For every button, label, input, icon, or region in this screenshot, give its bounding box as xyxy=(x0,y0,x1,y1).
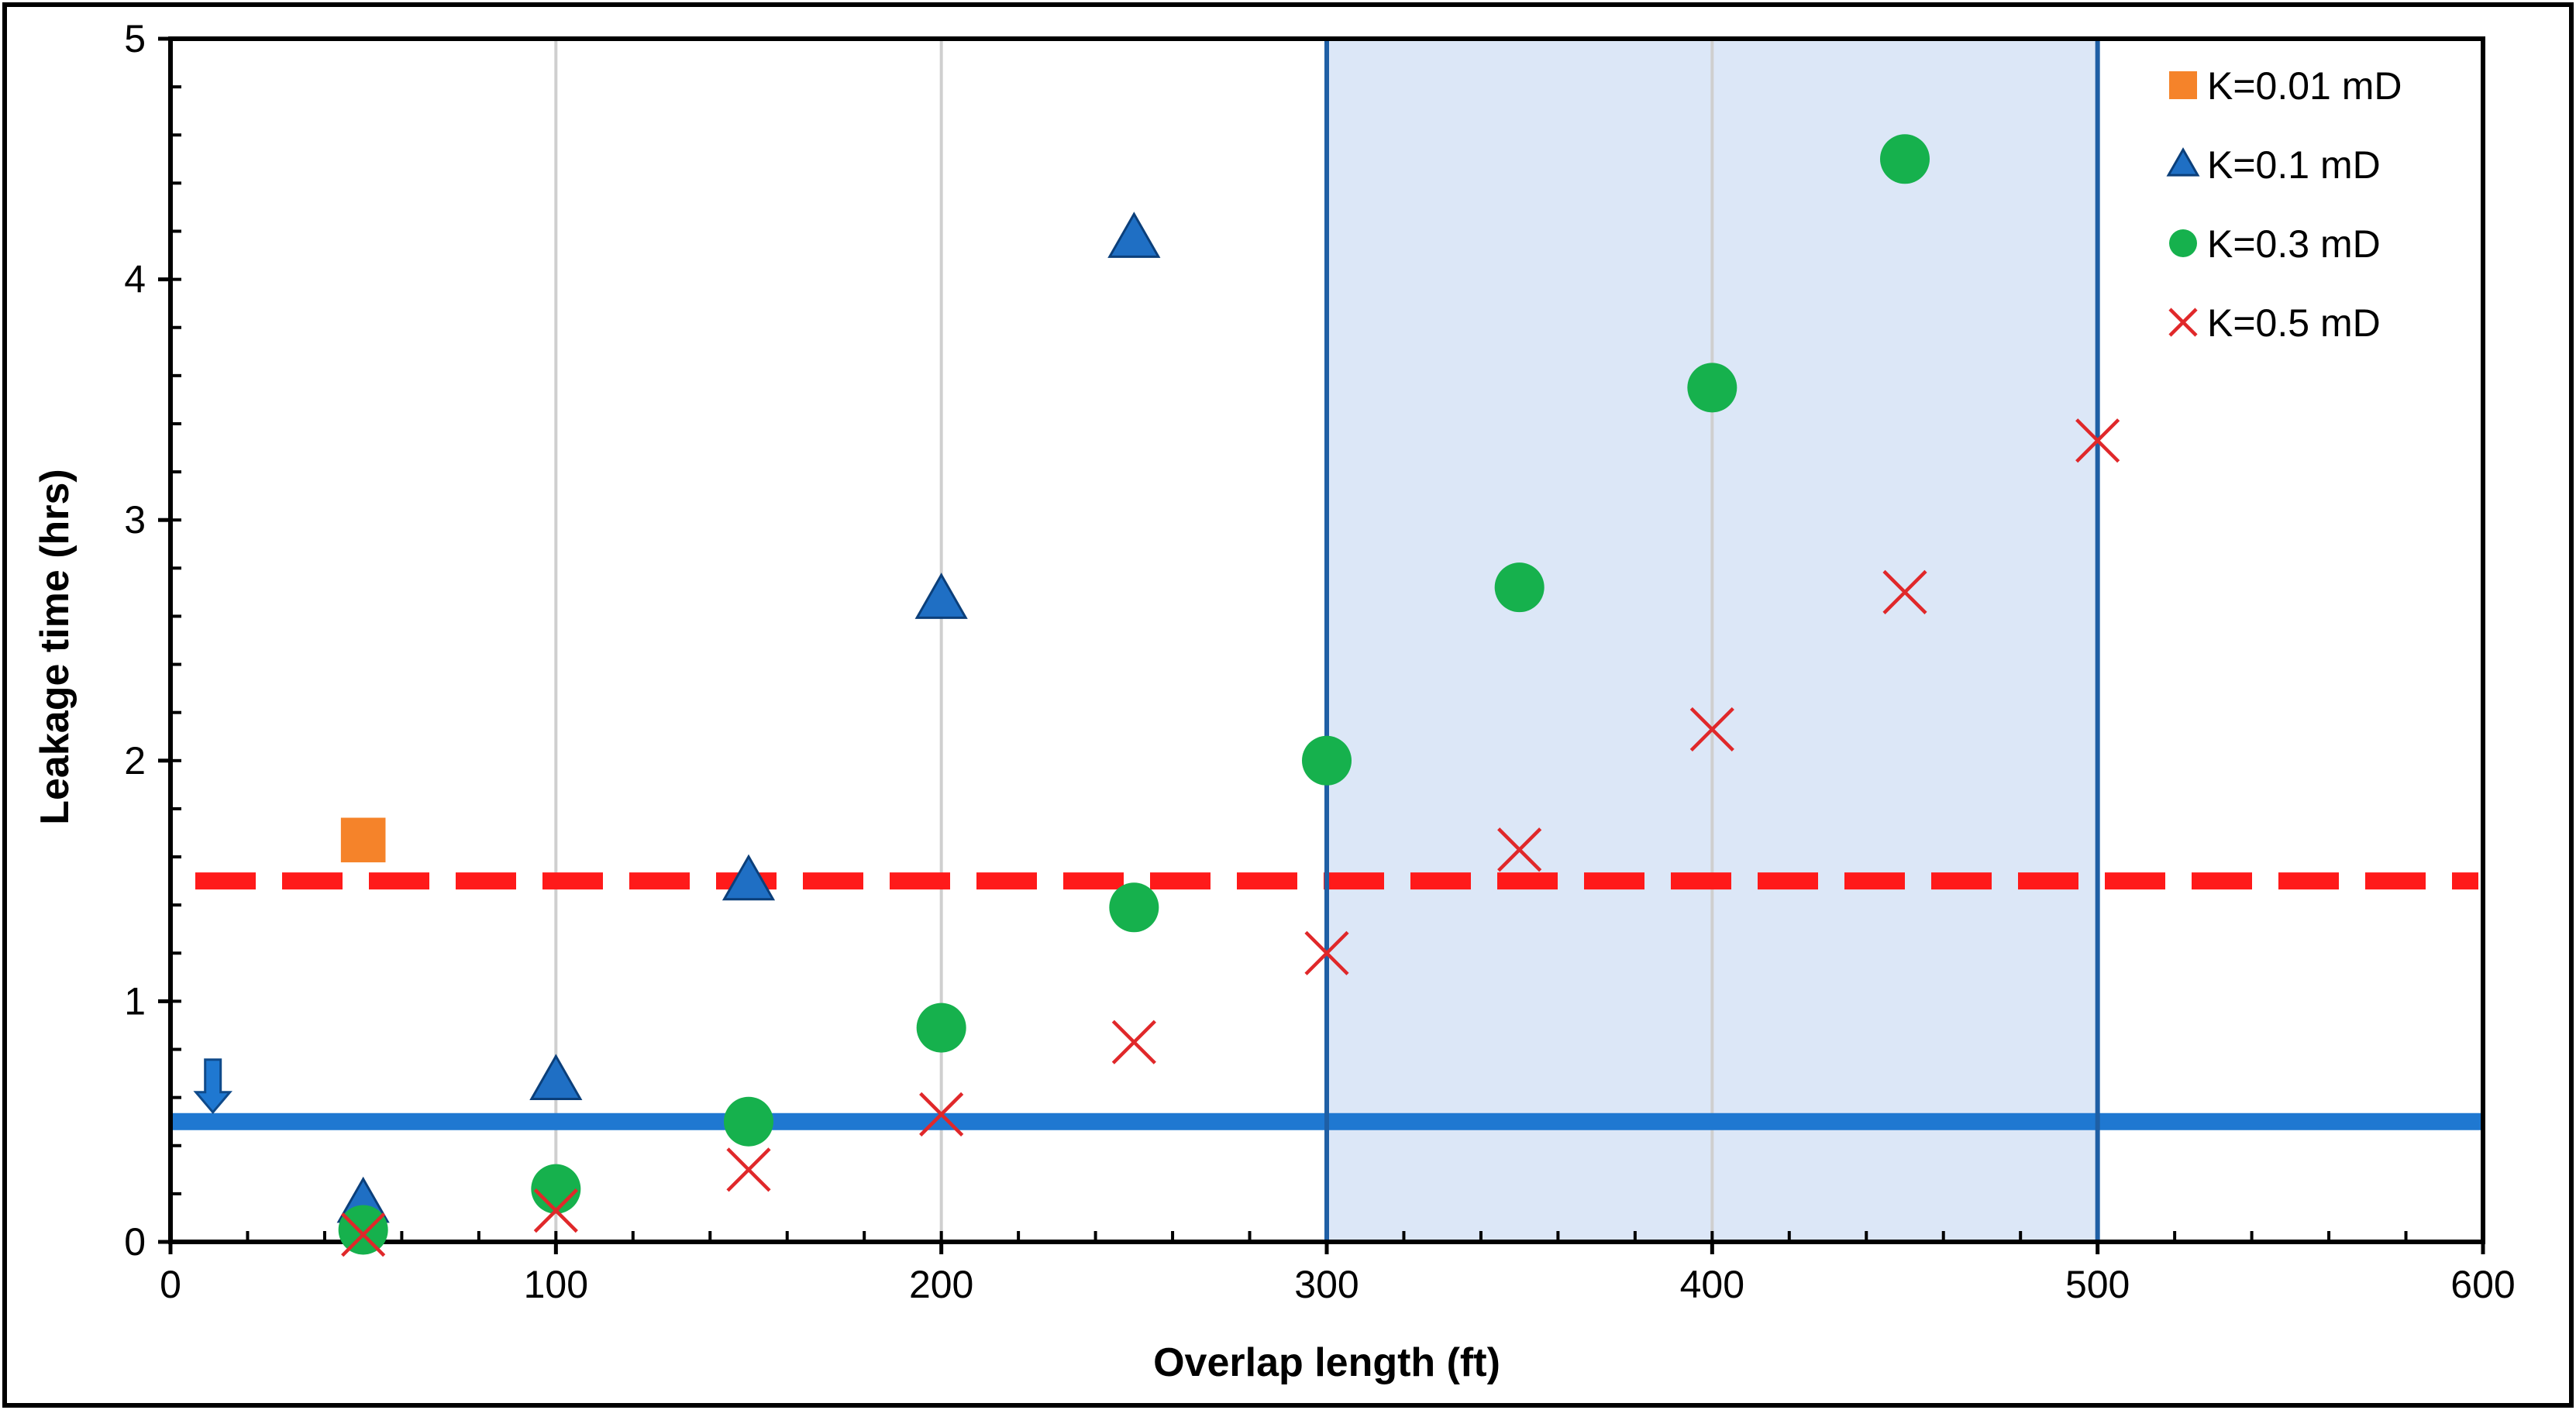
legend-label-1: K=0.1 mD xyxy=(2207,143,2381,187)
series-3-point-0 xyxy=(341,1212,386,1257)
data-series xyxy=(336,134,2120,1257)
series-2-point-2 xyxy=(724,1096,773,1147)
series-3-point-7 xyxy=(1689,707,1734,752)
legend-item-0: K=0.01 mD xyxy=(2169,64,2402,108)
y-axis-title: Leakage time (hrs) xyxy=(33,469,77,825)
down-arrow-icon xyxy=(193,1058,232,1115)
x-tick-label-400: 400 xyxy=(1680,1263,1744,1306)
series-2-point-8 xyxy=(1880,134,1930,184)
plot-area-frame xyxy=(158,36,2485,1254)
series-3-point-1 xyxy=(533,1188,578,1233)
series-2-point-4 xyxy=(1109,882,1159,933)
series-3-point-5 xyxy=(1304,930,1349,975)
legend: K=0.01 mD K=0.1 mD K=0.3 mD K=0.5 mD xyxy=(2166,64,2402,345)
series-2-point-1 xyxy=(531,1164,581,1214)
legend-label-0: K=0.01 mD xyxy=(2207,64,2402,108)
legend-item-3: K=0.5 mD xyxy=(2168,301,2381,345)
x-tick-label-300: 300 xyxy=(1294,1263,1359,1306)
legend-marker-0 xyxy=(2169,71,2197,99)
series-3-point-9 xyxy=(2075,418,2120,463)
legend-label-2: K=0.3 mD xyxy=(2207,222,2381,266)
series-2-point-5 xyxy=(1302,735,1352,786)
legend-item-1: K=0.1 mD xyxy=(2166,143,2381,187)
x-tick-label-600: 600 xyxy=(2450,1263,2515,1306)
series-3-point-2 xyxy=(726,1147,771,1192)
series-1-point-2 xyxy=(721,854,776,901)
y-tick-label-3: 3 xyxy=(124,498,146,542)
legend-label-3: K=0.5 mD xyxy=(2207,301,2381,345)
legend-marker-3 xyxy=(2168,308,2198,337)
y-tick-label-2: 2 xyxy=(124,739,146,782)
series-3 xyxy=(341,418,2120,1257)
series-2-point-6 xyxy=(1494,562,1545,613)
legend-marker-2 xyxy=(2169,229,2197,257)
legend-marker-1 xyxy=(2166,147,2200,177)
x-tick-label-500: 500 xyxy=(2065,1263,2130,1306)
tick-labels: 0 100 200 300 400 500 600 0 1 2 3 4 5 xyxy=(124,17,2516,1306)
x-tick-label-100: 100 xyxy=(524,1263,588,1306)
series-2-point-7 xyxy=(1687,363,1737,413)
legend-item-2: K=0.3 mD xyxy=(2169,222,2381,266)
y-tick-label-0: 0 xyxy=(124,1220,146,1264)
x-tick-label-200: 200 xyxy=(909,1263,973,1306)
series-3-point-4 xyxy=(1111,1020,1156,1064)
series-3-point-6 xyxy=(1497,827,1542,872)
y-tick-label-5: 5 xyxy=(124,17,146,60)
series-0 xyxy=(340,817,386,863)
series-1-point-1 xyxy=(529,1054,583,1101)
series-3-point-8 xyxy=(1882,569,1927,614)
series-2-point-0 xyxy=(338,1205,388,1255)
series-3-point-3 xyxy=(919,1092,964,1137)
series-2 xyxy=(338,134,1930,1255)
series-1-point-3 xyxy=(914,573,968,619)
series-1-point-4 xyxy=(1107,212,1161,258)
x-axis-title: Overlap length (ft) xyxy=(1153,1340,1500,1385)
series-2-point-3 xyxy=(916,1002,966,1053)
y-tick-label-4: 4 xyxy=(124,258,146,301)
y-tick-label-1: 1 xyxy=(124,979,146,1023)
x-tick-label-0: 0 xyxy=(160,1263,181,1306)
series-0-point-0 xyxy=(340,817,386,863)
